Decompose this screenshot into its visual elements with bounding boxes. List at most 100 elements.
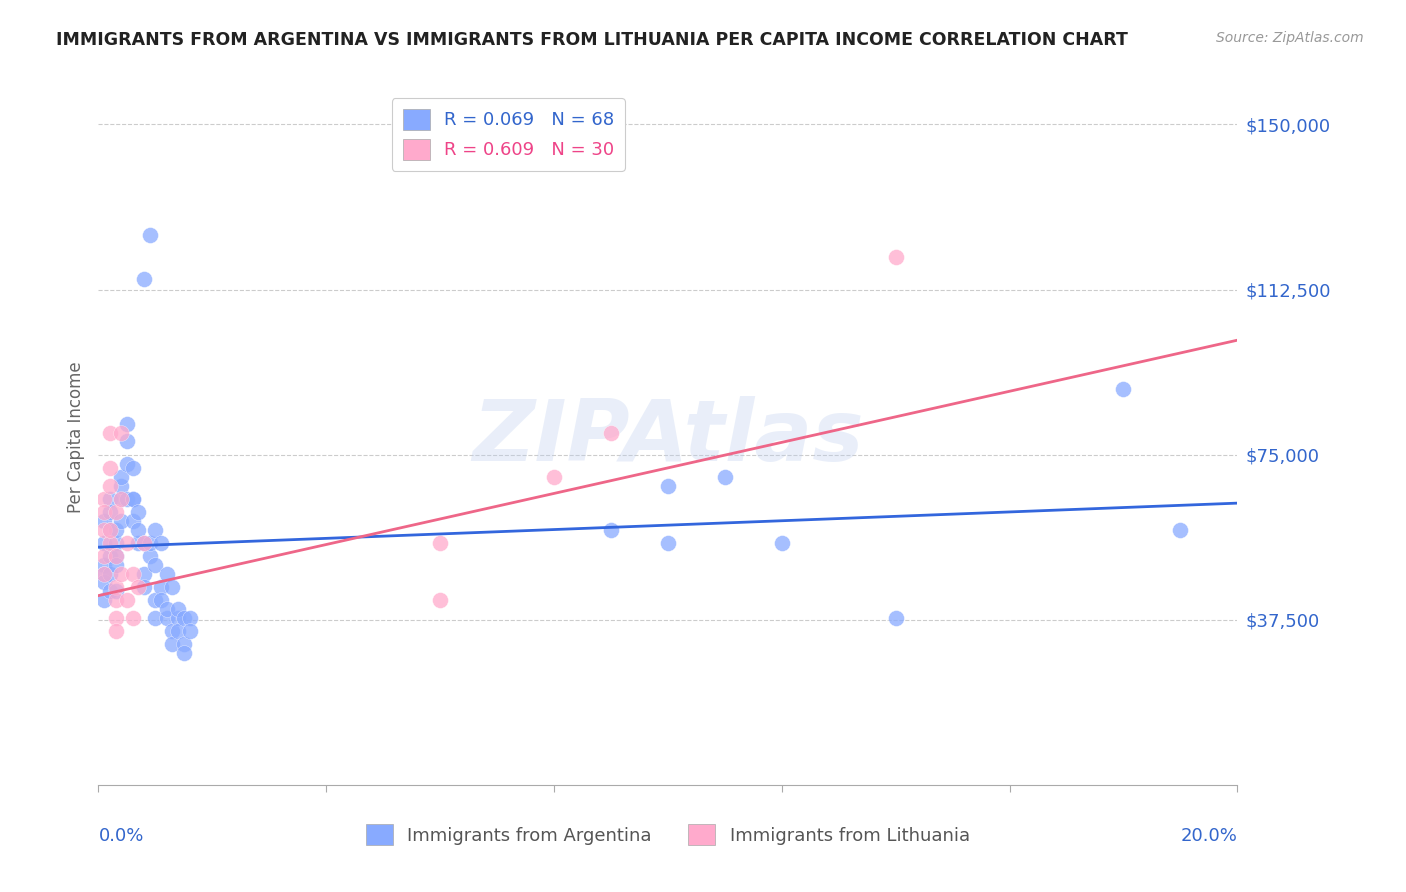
- Point: [429, 593, 451, 607]
- Point: [179, 610, 201, 624]
- Point: [173, 646, 195, 660]
- Point: [1112, 382, 1135, 396]
- Point: [104, 584, 127, 599]
- Point: [127, 523, 149, 537]
- Point: [93, 514, 115, 528]
- Point: [138, 549, 160, 563]
- Point: [884, 250, 907, 264]
- Point: [98, 478, 121, 492]
- Point: [167, 610, 190, 624]
- Point: [162, 580, 184, 594]
- Point: [132, 535, 155, 549]
- Point: [104, 549, 127, 563]
- Point: [98, 491, 121, 506]
- Point: [104, 505, 127, 519]
- Point: [98, 425, 121, 440]
- Point: [173, 637, 195, 651]
- Point: [110, 425, 132, 440]
- Point: [98, 584, 121, 599]
- Point: [104, 610, 127, 624]
- Point: [884, 610, 907, 624]
- Point: [98, 505, 121, 519]
- Point: [1170, 523, 1192, 537]
- Point: [145, 610, 167, 624]
- Point: [127, 580, 149, 594]
- Point: [115, 417, 138, 431]
- Point: [121, 491, 143, 506]
- Text: 0.0%: 0.0%: [98, 827, 143, 845]
- Point: [121, 566, 143, 581]
- Point: [127, 505, 149, 519]
- Point: [121, 514, 143, 528]
- Point: [110, 566, 132, 581]
- Point: [93, 535, 115, 549]
- Point: [98, 549, 121, 563]
- Point: [115, 535, 138, 549]
- Point: [104, 535, 127, 549]
- Point: [179, 624, 201, 638]
- Point: [93, 491, 115, 506]
- Point: [770, 535, 793, 549]
- Point: [93, 566, 115, 581]
- Text: ZIPAtlas: ZIPAtlas: [472, 395, 863, 479]
- Point: [93, 566, 115, 581]
- Point: [145, 593, 167, 607]
- Point: [127, 535, 149, 549]
- Point: [115, 491, 138, 506]
- Point: [600, 523, 623, 537]
- Point: [98, 535, 121, 549]
- Point: [156, 610, 179, 624]
- Point: [543, 469, 565, 483]
- Point: [657, 535, 679, 549]
- Point: [167, 624, 190, 638]
- Point: [150, 580, 173, 594]
- Point: [150, 593, 173, 607]
- Point: [429, 535, 451, 549]
- Point: [145, 523, 167, 537]
- Point: [138, 535, 160, 549]
- Point: [110, 478, 132, 492]
- Point: [121, 610, 143, 624]
- Point: [110, 469, 132, 483]
- Point: [138, 227, 160, 242]
- Point: [121, 461, 143, 475]
- Point: [115, 593, 138, 607]
- Point: [132, 580, 155, 594]
- Point: [93, 523, 115, 537]
- Point: [98, 566, 121, 581]
- Point: [98, 461, 121, 475]
- Point: [110, 491, 132, 506]
- Point: [145, 558, 167, 572]
- Point: [156, 602, 179, 616]
- Point: [132, 535, 155, 549]
- Point: [110, 514, 132, 528]
- Text: 20.0%: 20.0%: [1181, 827, 1237, 845]
- Point: [104, 580, 127, 594]
- Point: [173, 610, 195, 624]
- Y-axis label: Per Capita Income: Per Capita Income: [66, 361, 84, 513]
- Point: [167, 602, 190, 616]
- Point: [115, 457, 138, 471]
- Point: [162, 637, 184, 651]
- Text: IMMIGRANTS FROM ARGENTINA VS IMMIGRANTS FROM LITHUANIA PER CAPITA INCOME CORRELA: IMMIGRANTS FROM ARGENTINA VS IMMIGRANTS …: [56, 31, 1128, 49]
- Point: [162, 624, 184, 638]
- Point: [714, 469, 737, 483]
- Text: Source: ZipAtlas.com: Source: ZipAtlas.com: [1216, 31, 1364, 45]
- Point: [104, 593, 127, 607]
- Point: [93, 575, 115, 590]
- Point: [93, 549, 115, 563]
- Point: [93, 558, 115, 572]
- Point: [93, 593, 115, 607]
- Legend: Immigrants from Argentina, Immigrants from Lithuania: Immigrants from Argentina, Immigrants fr…: [359, 817, 977, 853]
- Point: [115, 434, 138, 449]
- Point: [150, 535, 173, 549]
- Point: [104, 624, 127, 638]
- Point: [657, 478, 679, 492]
- Point: [600, 425, 623, 440]
- Point: [98, 523, 121, 537]
- Point: [104, 549, 127, 563]
- Point: [93, 505, 115, 519]
- Point: [98, 523, 121, 537]
- Point: [110, 491, 132, 506]
- Point: [156, 566, 179, 581]
